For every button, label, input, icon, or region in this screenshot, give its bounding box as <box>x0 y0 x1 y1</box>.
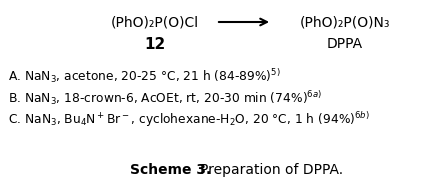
Text: C. NaN$_3$, Bu$_4$N$^+$Br$^-$, cyclohexane-H$_2$O, 20 °C, 1 h (94%)$^{6b)}$: C. NaN$_3$, Bu$_4$N$^+$Br$^-$, cyclohexa… <box>8 111 370 129</box>
Text: (PhO)₂P(O)N₃: (PhO)₂P(O)N₃ <box>300 15 390 29</box>
Text: Scheme 3.: Scheme 3. <box>130 163 211 177</box>
Text: DPPA: DPPA <box>327 37 363 51</box>
Text: Preparation of DPPA.: Preparation of DPPA. <box>200 163 343 177</box>
Text: A. NaN$_3$, acetone, 20-25 °C, 21 h (84-89%)$^{5)}$: A. NaN$_3$, acetone, 20-25 °C, 21 h (84-… <box>8 67 281 85</box>
Text: (PhO)₂P(O)Cl: (PhO)₂P(O)Cl <box>111 15 199 29</box>
Text: B. NaN$_3$, 18-crown-6, AcOEt, rt, 20-30 min (74%)$^{6a)}$: B. NaN$_3$, 18-crown-6, AcOEt, rt, 20-30… <box>8 89 322 107</box>
Text: 12: 12 <box>144 36 165 52</box>
